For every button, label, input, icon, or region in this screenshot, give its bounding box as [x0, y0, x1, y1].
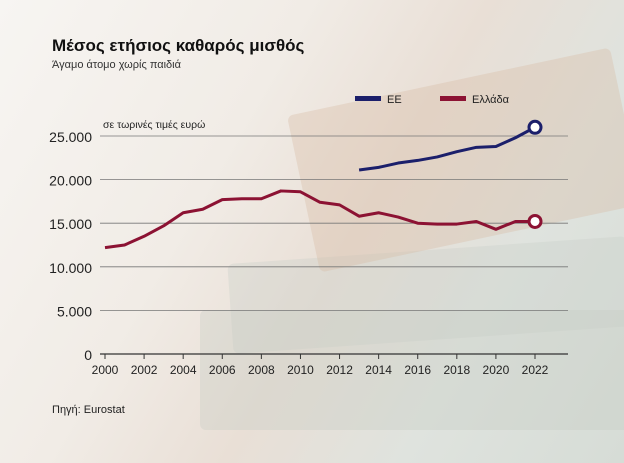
x-tick-label: 2020	[483, 363, 510, 377]
legend-label: Ελλάδα	[472, 94, 510, 106]
x-tick-label: 2006	[209, 363, 236, 377]
chart-source: Πηγή: Eurostat	[52, 404, 125, 416]
y-tick-label: 20.000	[49, 173, 92, 189]
end-marker	[527, 213, 543, 229]
legend-label: ΕΕ	[387, 94, 402, 106]
series-line-1	[104, 189, 535, 250]
x-tick-label: 2012	[326, 363, 353, 377]
x-tick-label: 2000	[92, 363, 119, 377]
x-tick-label: 2002	[131, 363, 158, 377]
legend-swatch	[355, 96, 381, 101]
banknote-background	[200, 310, 624, 430]
legend-swatch	[440, 96, 466, 101]
chart-subtitle: Άγαμο άτομο χωρίς παιδιά	[52, 59, 181, 71]
x-tick-label: 2018	[443, 363, 470, 377]
x-tick-label: 2004	[170, 363, 197, 377]
y-tick-label: 15.000	[49, 216, 92, 232]
chart-title: Μέσος ετήσιος καθαρός μισθός	[52, 36, 305, 55]
x-tick-label: 2022	[522, 363, 549, 377]
x-tick-label: 2014	[365, 363, 392, 377]
y-tick-label: 25.000	[49, 129, 92, 145]
y-tick-label: 0	[84, 347, 92, 363]
end-marker	[527, 119, 543, 135]
x-tick-label: 2016	[404, 363, 431, 377]
x-tick-label: 2008	[248, 363, 275, 377]
y-axis-label: σε τωρινές τιμές ευρώ	[103, 119, 205, 131]
y-tick-label: 5.000	[57, 303, 92, 319]
x-tick-label: 2010	[287, 363, 314, 377]
series-line-0	[358, 125, 536, 172]
y-tick-label: 10.000	[49, 260, 92, 276]
